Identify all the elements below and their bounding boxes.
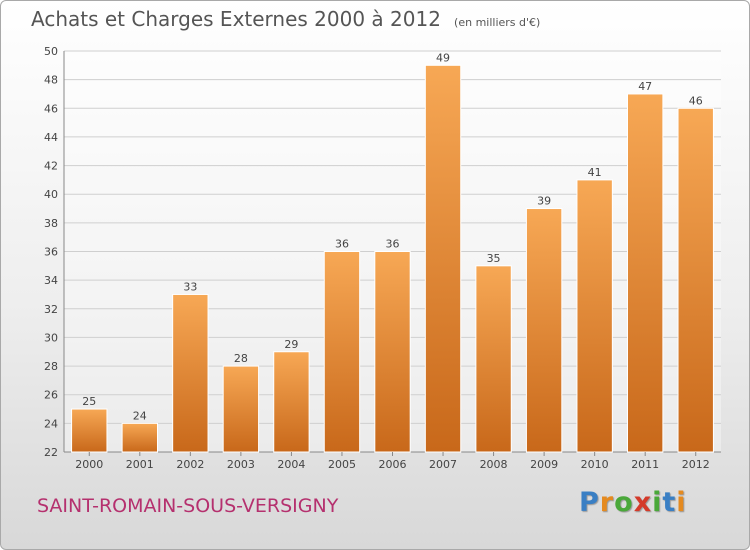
bar-2005: [323, 251, 361, 453]
bar-2000: [71, 408, 108, 453]
bar-2003: [222, 365, 260, 453]
y-tick-label: 38: [44, 217, 58, 230]
brand-letter: i: [652, 487, 663, 518]
y-tick-label: 36: [44, 246, 58, 259]
x-tick-label: 2005: [328, 458, 356, 471]
brand-letter: x: [633, 487, 653, 518]
y-tick-label: 42: [44, 160, 58, 173]
y-tick-label: 28: [44, 360, 58, 373]
chart-title: Achats et Charges Externes 2000 à 2012: [31, 7, 441, 31]
bar-2007: [424, 64, 462, 453]
x-tick-label: 2007: [429, 458, 457, 471]
data-label-2007: 49: [436, 51, 450, 64]
data-label-2003: 28: [234, 352, 248, 365]
data-label-2001: 24: [133, 409, 147, 422]
bar-2004: [273, 351, 310, 453]
bar-2009: [525, 208, 563, 453]
brand-letter: o: [614, 487, 634, 518]
y-tick-label: 44: [44, 131, 58, 144]
data-label-2011: 47: [638, 80, 652, 93]
y-tick-label: 32: [44, 303, 58, 316]
bar-2006: [374, 251, 411, 453]
bar-2008: [475, 265, 512, 453]
x-tick-label: 2003: [227, 458, 255, 471]
bar-2010: [576, 179, 613, 453]
data-label-2002: 33: [183, 280, 197, 293]
x-tick-label: 2004: [277, 458, 305, 471]
data-label-2004: 29: [284, 338, 298, 351]
y-tick-label: 22: [44, 446, 58, 459]
x-tick-label: 2011: [631, 458, 659, 471]
x-tick-label: 2001: [126, 458, 154, 471]
commune-name: SAINT-ROMAIN-SOUS-VERSIGNY: [37, 495, 339, 517]
x-tick-label: 2012: [682, 458, 710, 471]
y-tick-label: 50: [44, 45, 58, 58]
y-tick-label: 24: [44, 417, 58, 430]
y-tick-label: 46: [44, 102, 58, 115]
brand-logo: Proxiti: [579, 487, 687, 518]
x-tick-label: 2002: [176, 458, 204, 471]
y-tick-label: 40: [44, 188, 58, 201]
brand-letter: t: [662, 487, 677, 518]
bar-2011: [627, 93, 664, 453]
x-tick-label: 2000: [75, 458, 103, 471]
x-tick-label: 2010: [581, 458, 609, 471]
data-label-2008: 35: [487, 252, 501, 265]
data-label-2009: 39: [537, 195, 551, 208]
y-tick-label: 48: [44, 74, 58, 87]
brand-letter: i: [676, 487, 687, 518]
x-tick-label: 2008: [480, 458, 508, 471]
bar-2012: [677, 107, 714, 453]
x-tick-label: 2009: [530, 458, 558, 471]
data-label-2005: 36: [335, 238, 349, 251]
data-label-2010: 41: [588, 166, 602, 179]
y-tick-label: 34: [44, 274, 58, 287]
data-label-2012: 46: [689, 94, 703, 107]
x-tick-label: 2006: [379, 458, 407, 471]
brand-letter: r: [599, 487, 615, 518]
brand-letter: P: [579, 487, 600, 518]
y-tick-label: 26: [44, 389, 58, 402]
y-tick-label: 30: [44, 331, 58, 344]
bar-2002: [172, 293, 209, 453]
bar-2001: [121, 422, 158, 453]
chart-unit: (en milliers d'€): [454, 16, 541, 29]
chart-title-block: Achats et Charges Externes 2000 à 2012 (…: [31, 7, 540, 31]
data-label-2000: 25: [82, 395, 96, 408]
data-label-2006: 36: [386, 238, 400, 251]
